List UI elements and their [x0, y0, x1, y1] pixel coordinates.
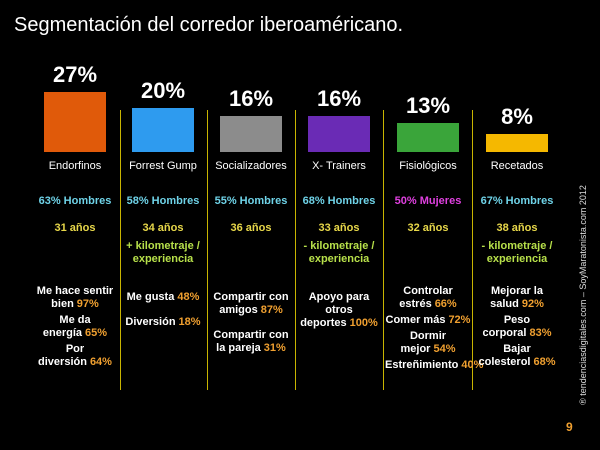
chart-title: Segmentación del corredor iberoaméricano… [14, 14, 404, 36]
reason: Controlar estrés 66% [385, 285, 471, 311]
value-label: 8% [501, 104, 533, 130]
gender: 68% Hombres [302, 195, 376, 207]
reason-text: Compartir con amigos [213, 291, 289, 316]
reason: Dormir mejor 54% [385, 330, 471, 356]
reason-text: Por diversión [38, 343, 87, 368]
source-note: ® tendenciasdigitales.com – SoyMaratonis… [578, 185, 588, 405]
reason-pct: 68% [533, 356, 556, 368]
reason-text: Peso corporal [482, 314, 531, 339]
reason-text: Compartir con la pareja [213, 329, 289, 354]
reason: Compartir con amigos 87% [208, 291, 294, 317]
reason-pct: 54% [433, 343, 456, 355]
reason: Estreñimiento 40% [385, 359, 483, 372]
reason-text: Dormir mejor [400, 330, 447, 355]
bar [308, 116, 370, 152]
bar [220, 116, 282, 152]
reason: Peso corporal 83% [474, 314, 560, 340]
reason: Comer más 72% [385, 314, 471, 327]
reason-pct: 40% [461, 359, 484, 371]
category-label: Socializadores [215, 160, 287, 172]
reason: Me gusta 48% [120, 291, 206, 304]
category-label: Recetados [490, 160, 544, 172]
reason: Apoyo para otros deportes 100% [296, 291, 382, 330]
reasons: Mejorar la salud 92% Peso corporal 83% Bajar… [474, 285, 560, 372]
separator [295, 110, 296, 390]
reason-pct: 64% [89, 356, 112, 368]
reason: Me da energía 65% [32, 314, 118, 340]
reason: Bajar colesterol 68% [474, 343, 560, 369]
age: 36 años [230, 222, 272, 234]
note: - kilometraje / experiencia [481, 240, 553, 265]
reason-text: Me hace sentir bien [36, 285, 114, 310]
separator [207, 110, 208, 390]
age: 31 años [54, 222, 96, 234]
reason-pct: 65% [85, 327, 108, 339]
reason-pct: 92% [521, 298, 544, 310]
gender: 55% Hombres [214, 195, 288, 207]
gender: 63% Hombres [38, 195, 112, 207]
reason-pct: 72% [448, 314, 471, 326]
reason: Diversión 18% [120, 316, 206, 329]
reasons: Me gusta 48% Diversión 18% [120, 291, 206, 341]
page-number: 9 [566, 420, 573, 434]
separator [120, 110, 121, 390]
reason-text: Me gusta [126, 291, 175, 303]
reason-pct: 87% [260, 304, 283, 316]
reasons: Apoyo para otros deportes 100% [296, 291, 382, 342]
separator [383, 110, 384, 390]
separator [472, 110, 473, 390]
gender: 67% Hombres [480, 195, 554, 207]
reason-text: Me da energía [42, 314, 91, 339]
reason-pct: 66% [434, 298, 457, 310]
reasons: Controlar estrés 66% Comer más 72% Dormir me… [385, 285, 483, 375]
reason: Por diversión 64% [32, 343, 118, 369]
reason: Mejorar la salud 92% [474, 285, 560, 311]
reason-text: Mejorar la salud [490, 285, 543, 310]
category-label: Endorfinos [48, 160, 102, 172]
bar [397, 123, 459, 152]
reason-pct: 97% [76, 298, 99, 310]
value-label: 16% [228, 86, 274, 112]
reason-pct: 48% [177, 291, 200, 303]
reason-pct: 18% [178, 316, 201, 328]
reason-text: Apoyo para otros deportes [300, 291, 370, 329]
age: 34 años [142, 222, 184, 234]
age: 32 años [407, 222, 449, 234]
reasons: Me hace sentir bien 97% Me da energía 65% Po… [32, 285, 118, 372]
reason-text: Diversión [125, 316, 176, 328]
reason-text: Bajar colesterol [478, 343, 531, 368]
bar [486, 134, 548, 152]
reason-text: Estreñimiento [385, 359, 459, 371]
value-label: 16% [316, 86, 362, 112]
reason-text: Controlar estrés [399, 285, 453, 310]
bar [132, 107, 194, 152]
category-label: Forrest Gump [129, 160, 197, 172]
reason: Compartir con la pareja 31% [208, 329, 294, 355]
value-label: 27% [52, 62, 98, 88]
reason-pct: 83% [529, 327, 552, 339]
note: + kilometraje / experiencia [126, 240, 200, 265]
category-label: X- Trainers [312, 160, 366, 172]
value-label: 20% [140, 77, 186, 103]
gender: 50% Mujeres [394, 195, 462, 207]
bar [44, 92, 106, 152]
reason-text: Comer más [385, 314, 446, 326]
reason: Me hace sentir bien 97% [32, 285, 118, 311]
category-label: Fisiológicos [399, 160, 457, 172]
reasons: Compartir con amigos 87% Compartir con la … [208, 291, 294, 367]
age: 38 años [496, 222, 538, 234]
value-label: 13% [405, 93, 451, 119]
reason-pct: 31% [263, 342, 286, 354]
note: - kilometraje / experiencia [303, 240, 375, 265]
gender: 58% Hombres [126, 195, 200, 207]
reason-pct: 100% [349, 317, 378, 329]
age: 33 años [318, 222, 360, 234]
